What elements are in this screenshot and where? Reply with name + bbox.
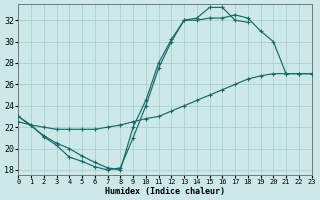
X-axis label: Humidex (Indice chaleur): Humidex (Indice chaleur) (105, 187, 225, 196)
